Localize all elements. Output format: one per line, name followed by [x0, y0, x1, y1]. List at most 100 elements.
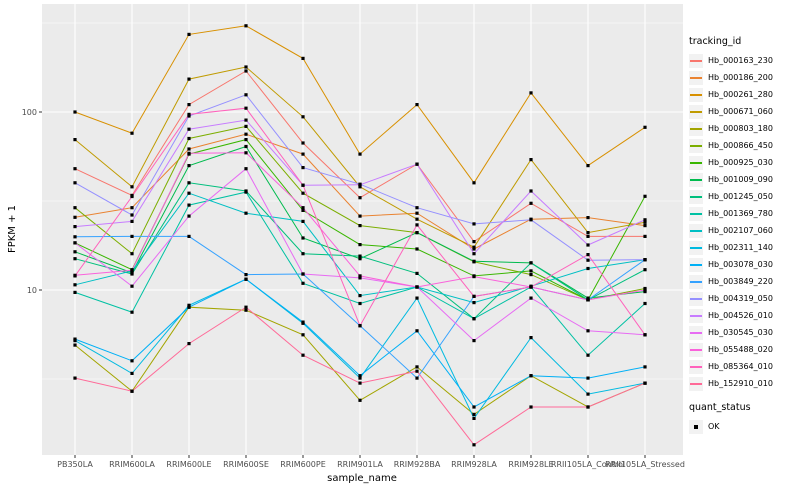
data-point-marker: [244, 138, 248, 142]
data-point-marker: [73, 215, 77, 219]
data-point-marker: [643, 218, 647, 222]
y-axis-title: FPKM + 1: [7, 205, 18, 253]
x-tick-label: RRIM928LE: [508, 460, 553, 469]
data-point-marker: [643, 224, 647, 228]
data-point-marker: [73, 250, 77, 254]
data-point-marker: [472, 339, 476, 343]
data-point-marker: [301, 353, 305, 357]
data-point-marker: [358, 381, 362, 385]
data-point-marker: [415, 103, 419, 107]
legend-key-line: [690, 348, 702, 351]
data-point-marker: [244, 277, 248, 281]
data-point-marker: [472, 405, 476, 409]
data-point-marker: [586, 296, 590, 300]
data-point-marker: [415, 206, 419, 210]
data-point-marker: [301, 206, 305, 210]
legend-key: [689, 325, 703, 340]
data-point-marker: [643, 194, 647, 198]
data-point-marker: [358, 276, 362, 280]
legend-key-line: [690, 297, 702, 300]
legend-item-label: Hb_000261_280: [708, 90, 773, 99]
legend-key-line: [690, 76, 702, 79]
legend-key: [689, 172, 703, 187]
legend-key-line: [690, 382, 702, 385]
data-point-marker: [301, 208, 305, 212]
data-point-marker: [415, 329, 419, 333]
data-point-marker: [586, 392, 590, 396]
data-point-marker: [358, 301, 362, 306]
data-point-marker: [187, 203, 191, 207]
legend-item-label: Hb_003849_220: [708, 277, 773, 286]
legend-key: [689, 53, 703, 68]
data-point-marker: [358, 324, 362, 328]
legend-item-label: Hb_000803_180: [708, 124, 773, 133]
legend-key-line: [690, 212, 702, 215]
square-marker-icon: [694, 424, 698, 429]
data-point-marker: [358, 254, 362, 258]
data-point-marker: [586, 329, 590, 333]
legend-title-tracking: tracking_id: [689, 36, 742, 47]
data-point-marker: [586, 253, 590, 257]
legend-item-label: Hb_002311_140: [708, 243, 773, 252]
legend-key-line: [690, 314, 702, 317]
data-point-marker: [244, 151, 248, 155]
data-point-marker: [415, 231, 419, 235]
data-point-marker: [415, 365, 419, 369]
data-point-marker: [301, 115, 305, 119]
y-tick-label: 100: [22, 108, 37, 117]
data-point-marker: [358, 196, 362, 200]
axis-layer: PB350LA RRIM600LA RRIM600LE RRIM600SE RRIM60…: [22, 108, 685, 469]
legend-item-label: Hb_001009_090: [708, 175, 773, 184]
data-point-marker: [472, 252, 476, 256]
legend-key-line: [690, 280, 702, 283]
legend-key-line: [690, 263, 702, 266]
legend-item: Hb_004319_050: [689, 290, 799, 307]
legend-key: [689, 189, 703, 204]
data-point-marker: [244, 273, 248, 277]
legend-item: Hb_000261_280: [689, 86, 799, 103]
legend-tracking-items: Hb_000163_230 Hb_000186_200 Hb_000261_280 H…: [689, 52, 799, 392]
data-point-marker: [130, 234, 134, 238]
data-point-marker: [301, 333, 305, 337]
data-point-marker: [73, 274, 77, 278]
data-point-marker: [472, 294, 476, 298]
data-point-marker: [529, 189, 533, 193]
data-point-marker: [472, 181, 476, 185]
legend-item-quant: OK: [689, 418, 799, 435]
data-point-marker: [529, 261, 533, 265]
data-point-marker: [415, 376, 419, 380]
plot-panel: [42, 4, 683, 455]
legend-title-quant: quant_status: [689, 402, 751, 413]
data-point-marker: [358, 398, 362, 402]
legend-key-line: [690, 110, 702, 113]
legend-key: [689, 291, 703, 306]
data-point-marker: [586, 234, 590, 238]
data-point-marker: [472, 416, 476, 420]
data-point-marker: [643, 381, 647, 385]
data-point-marker: [187, 164, 191, 168]
legend-item: Hb_085364_010: [689, 358, 799, 375]
data-point-marker: [244, 118, 248, 122]
data-point-marker: [73, 206, 77, 210]
legend-key: [689, 359, 703, 374]
data-point-marker: [130, 213, 134, 217]
data-point-marker: [529, 218, 533, 222]
legend-key-line: [690, 365, 702, 368]
data-point-marker: [415, 285, 419, 289]
panel-background: [42, 4, 683, 455]
data-point-marker: [244, 69, 248, 73]
data-point-marker: [358, 376, 362, 380]
data-point-marker: [130, 194, 134, 199]
data-point-marker: [187, 32, 191, 36]
data-point-marker: [586, 231, 590, 235]
legend-key: [689, 121, 703, 136]
data-point-marker: [244, 93, 248, 97]
legend-key: [689, 274, 703, 289]
data-point-marker: [529, 285, 533, 289]
legend-key-line: [690, 127, 702, 130]
legend-item: Hb_003849_220: [689, 273, 799, 290]
data-point-marker: [244, 144, 248, 149]
data-point-marker: [529, 405, 533, 409]
data-point-marker: [643, 333, 647, 337]
data-point-marker: [301, 252, 305, 256]
